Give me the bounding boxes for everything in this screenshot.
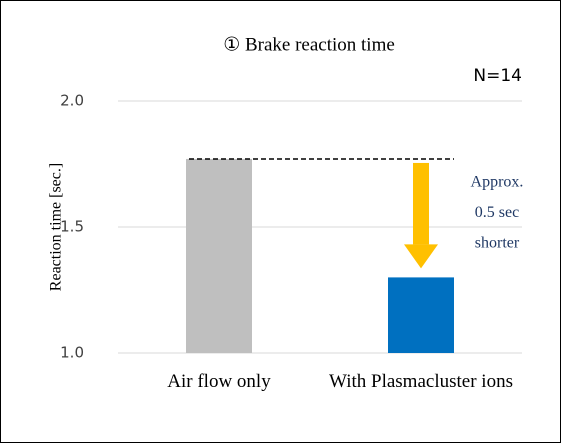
y-axis-label: Reaction time [sec.] bbox=[48, 163, 65, 291]
y-tick-label: 1.0 bbox=[60, 344, 84, 362]
sample-size: N=14 bbox=[473, 66, 522, 86]
annotation: shorter bbox=[475, 235, 520, 252]
annotation: 0.5 sec bbox=[475, 204, 519, 221]
arrow-shaft bbox=[413, 162, 429, 245]
x-tick-label: With Plasmacluster ions bbox=[329, 371, 513, 392]
arrow-head bbox=[404, 244, 438, 269]
bar bbox=[388, 277, 454, 353]
annotation: Approx. bbox=[471, 174, 524, 191]
bar bbox=[186, 158, 252, 353]
chart-title: ① Brake reaction time bbox=[223, 34, 395, 55]
y-tick-label: 1.5 bbox=[60, 218, 84, 236]
x-tick-label: Air flow only bbox=[167, 371, 271, 392]
y-tick-label: 2.0 bbox=[60, 92, 84, 110]
